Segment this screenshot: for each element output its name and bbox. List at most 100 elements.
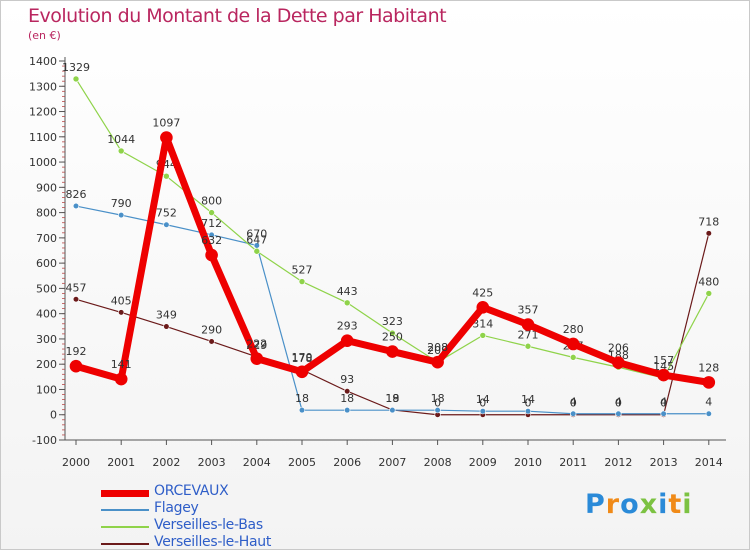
x-tick-label: 2000 xyxy=(62,456,90,469)
data-point-verseilles-le-haut xyxy=(163,323,170,330)
data-point-verseilles-le-bas xyxy=(208,209,215,216)
data-label-orcevaux: 632 xyxy=(201,234,222,247)
data-point-orcevaux xyxy=(114,372,128,386)
data-point-flagey xyxy=(118,212,125,219)
logo-letter: i xyxy=(658,489,669,520)
data-label-verseilles-le-haut: 93 xyxy=(340,373,354,386)
x-tick-label: 2007 xyxy=(378,456,406,469)
data-point-orcevaux xyxy=(69,359,83,373)
data-label-orcevaux: 425 xyxy=(472,286,493,299)
chart-title: Evolution du Montant de la Dette par Hab… xyxy=(28,5,447,27)
data-label-flagey: 826 xyxy=(66,188,87,201)
data-label-flagey: 14 xyxy=(521,393,535,406)
data-label-verseilles-le-haut: 457 xyxy=(66,281,87,294)
y-tick-label: 400 xyxy=(36,308,57,321)
data-point-flagey xyxy=(389,407,396,414)
logo-letter: x xyxy=(639,489,659,520)
x-tick-label: 2006 xyxy=(333,456,361,469)
data-point-orcevaux xyxy=(160,131,173,144)
data-point-verseilles-le-haut xyxy=(344,388,351,395)
y-tick-label: 1000 xyxy=(29,156,57,169)
logo-letter: o xyxy=(620,489,640,520)
data-label-verseilles-le-haut: 178 xyxy=(292,352,313,365)
data-point-orcevaux xyxy=(521,318,535,331)
x-tick-label: 2002 xyxy=(152,456,180,469)
data-label-verseilles-le-haut: 19 xyxy=(385,392,399,405)
data-label-orcevaux: 250 xyxy=(382,331,403,344)
data-point-orcevaux xyxy=(431,355,444,369)
legend-label: Verseilles-le-Bas xyxy=(154,517,263,533)
data-label-verseilles-le-haut: 349 xyxy=(156,309,177,322)
data-label-verseilles-le-bas: 647 xyxy=(246,233,267,246)
data-point-flagey xyxy=(660,410,667,417)
data-label-orcevaux: 192 xyxy=(66,345,87,358)
data-point-orcevaux xyxy=(476,301,490,314)
y-tick-label: 0 xyxy=(50,409,57,422)
y-tick-label: 700 xyxy=(36,232,57,245)
legend-swatch xyxy=(101,526,149,528)
x-tick-label: 2011 xyxy=(559,456,587,469)
data-point-verseilles-le-bas xyxy=(524,342,532,350)
data-label-flagey: 4 xyxy=(615,396,622,409)
data-label-verseilles-le-haut: 0 xyxy=(570,397,577,410)
legend-swatch xyxy=(101,543,149,545)
y-tick-label: -100 xyxy=(32,434,57,447)
data-label-verseilles-le-haut: 405 xyxy=(111,294,132,307)
data-point-verseilles-le-haut xyxy=(118,309,125,316)
data-label-verseilles-le-bas: 800 xyxy=(201,195,222,208)
data-point-verseilles-le-bas xyxy=(117,147,125,155)
data-label-flagey: 18 xyxy=(431,392,445,405)
data-label-orcevaux: 206 xyxy=(608,342,629,355)
y-tick-label: 1200 xyxy=(29,106,57,119)
data-label-verseilles-le-haut: 0 xyxy=(434,397,441,410)
data-point-flagey xyxy=(298,407,306,414)
data-point-flagey xyxy=(163,221,170,228)
x-tick-label: 2005 xyxy=(288,456,316,469)
y-tick-label: 900 xyxy=(36,181,57,194)
data-label-verseilles-le-haut: 0 xyxy=(615,397,622,410)
logo-letter: P xyxy=(585,489,606,520)
legend-label: Flagey xyxy=(154,500,199,516)
data-point-orcevaux xyxy=(205,248,218,262)
data-label-verseilles-le-bas: 480 xyxy=(698,275,719,288)
legend-swatch xyxy=(101,489,149,497)
y-tick-label: 100 xyxy=(36,383,57,396)
data-point-flagey xyxy=(524,408,532,415)
data-label-orcevaux: 222 xyxy=(246,338,267,351)
logo-letter: r xyxy=(605,489,621,520)
data-point-verseilles-le-haut xyxy=(208,338,215,345)
data-point-orcevaux xyxy=(295,365,309,379)
data-label-orcevaux: 357 xyxy=(518,304,539,317)
proxiti-logo: Proxiti xyxy=(585,489,693,520)
data-label-flagey: 4 xyxy=(570,396,577,409)
logo-letter: t xyxy=(668,489,683,520)
data-label-verseilles-le-bas: 1329 xyxy=(62,61,90,74)
data-label-orcevaux: 293 xyxy=(337,320,358,333)
y-tick-label: 800 xyxy=(36,207,57,220)
data-label-verseilles-le-haut: 0 xyxy=(660,397,667,410)
data-point-orcevaux xyxy=(250,352,264,365)
data-point-verseilles-le-bas xyxy=(569,354,577,361)
data-point-flagey xyxy=(208,231,215,238)
data-point-verseilles-le-bas xyxy=(705,290,713,297)
data-point-verseilles-le-bas xyxy=(389,329,396,337)
x-tick-label: 2012 xyxy=(604,456,632,469)
data-point-flagey xyxy=(434,407,441,414)
data-point-flagey xyxy=(570,410,577,417)
data-label-orcevaux: 1097 xyxy=(152,117,180,130)
data-label-verseilles-le-haut: 290 xyxy=(201,323,222,336)
data-label-orcevaux: 128 xyxy=(698,361,719,374)
data-label-verseilles-le-bas: 527 xyxy=(292,264,313,277)
data-point-flagey xyxy=(615,410,622,417)
x-tick-label: 2001 xyxy=(107,456,135,469)
data-label-verseilles-le-bas: 1044 xyxy=(107,133,135,146)
y-tick-label: 200 xyxy=(36,358,57,371)
data-label-flagey: 752 xyxy=(156,207,177,220)
data-label-flagey: 790 xyxy=(111,197,132,210)
data-label-flagey: 670 xyxy=(246,227,267,240)
data-point-flagey xyxy=(344,407,351,414)
data-label-orcevaux: 157 xyxy=(653,354,674,367)
y-tick-label: 500 xyxy=(36,282,57,295)
